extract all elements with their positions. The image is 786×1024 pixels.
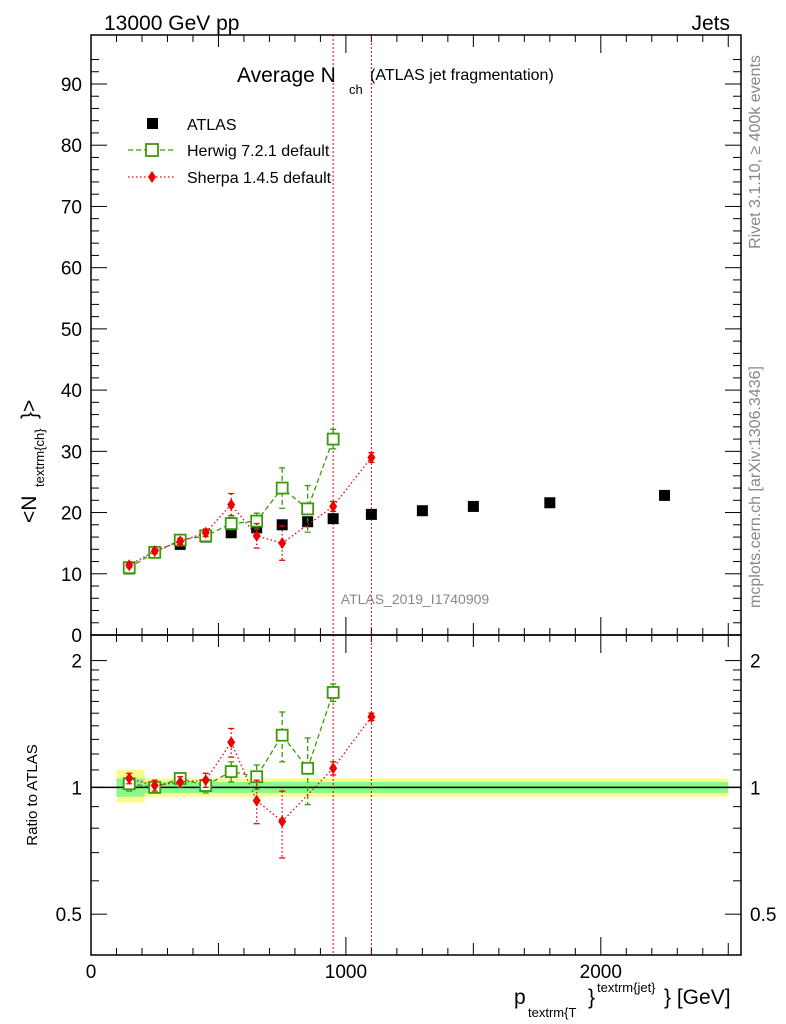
ratio-y-tick-label-right: 2 [750,652,761,673]
header-left: 13000 GeV pp [104,12,239,35]
sherpa-point [150,779,159,792]
sherpa-point [125,772,134,785]
sherpa-point [278,537,287,550]
y-tick-label: 10 [61,565,82,586]
main-series [122,428,671,575]
sherpa-point [329,762,338,775]
legend: ATLAS Herwig 7.2.1 default Sherpa 1.4.5 … [128,117,332,187]
ylabel-part-2: textrm{ch} [32,428,47,487]
herwig-point [250,770,264,784]
sherpa-point [252,794,261,807]
ratio-y-tick-label: 0.5 [56,905,82,926]
ratio-y-tick-label-right: 1 [750,778,761,799]
y-tick-label: 80 [61,136,82,157]
ratio-ylabel: Ratio to ATLAS [24,744,41,845]
vertical-markers [332,35,372,635]
ratio-panel: 0 1000 2000 0.5 0.5 1 1 2 2 Ratio to ATLAS p tex… [24,634,776,1020]
ratio-series [122,683,376,859]
herwig-point [301,761,315,775]
ratio-frame [90,634,742,956]
xlabel-part-4: textrm{jet} [597,980,656,995]
sherpa-line [129,716,372,823]
sherpa-point [176,775,185,788]
legend-label-atlas: ATLAS [187,117,237,134]
main-panel: 0 10 20 30 40 50 60 70 80 90 Average N ch (ATLAS … [18,34,742,647]
atlas-point [365,508,377,520]
title-sub: ch [349,82,363,97]
x-tick-label: 1000 [325,962,367,983]
xlabel-part-5: } [GeV] [664,986,731,1009]
ratio-y-tick-label: 2 [71,652,82,673]
y-tick-label: 0 [71,626,82,647]
mcplots-label: mcplots.cern.ch [arXiv:1306.3436] [747,366,764,608]
legend-marker-herwig [145,143,159,157]
sherpa-point [227,736,236,749]
sherpa-point [201,526,210,539]
ylabel-part-3: }> [18,400,41,419]
ratio-y-tick-label: 1 [71,778,82,799]
xlabel-part-3: } [588,986,595,1009]
ylabel-part-1: <N [18,496,41,523]
herwig-point [224,517,238,530]
herwig-point [224,765,238,779]
herwig-point [275,728,289,742]
sherpa-point [252,529,261,542]
sherpa-point [176,535,185,548]
watermark: ATLAS_2019_I1740909 [341,591,490,607]
rivet-label: Rivet 3.1.10, ≥ 400k events [747,55,764,249]
herwig-point [301,502,315,516]
atlas-point [467,500,479,512]
y-tick-label: 30 [61,442,82,463]
y-tick-label: 70 [61,197,82,218]
herwig-point [275,481,289,495]
xlabel-part-2: textrm{T [528,1005,576,1020]
atlas-point [416,505,428,517]
atlas-point [276,519,288,531]
sherpa-point [150,545,159,558]
xlabel: p textrm{T } textrm{jet} } [GeV] [514,980,731,1020]
sherpa-point [329,500,338,513]
x-tick-label: 2000 [580,962,622,983]
atlas-point [225,527,237,539]
sherpa-point [201,774,210,787]
title-paren: (ATLAS jet fragmentation) [370,67,554,84]
legend-marker-atlas [147,118,158,129]
herwig-point [250,514,264,528]
herwig-point [326,686,340,699]
main-ylabel: <N textrm{ch} }> [18,400,47,523]
legend-label-herwig: Herwig 7.2.1 default [187,143,330,160]
sherpa-point [227,498,236,511]
legend-label-sherpa: Sherpa 1.4.5 default [187,170,332,187]
y-tick-label: 90 [61,75,82,96]
atlas-point [327,513,339,525]
atlas-point [544,497,556,509]
xlabel-part-1: p [514,986,526,1009]
main-axis-ticks: 0 10 20 30 40 50 60 70 80 90 [61,35,741,647]
sherpa-point [367,451,376,464]
ratio-y-tick-label-right: 0.5 [750,905,776,926]
ratio-axis-ticks: 0 1000 2000 0.5 0.5 1 1 2 2 [56,635,776,983]
sherpa-point [125,559,134,572]
y-tick-label: 20 [61,504,82,525]
y-tick-label: 40 [61,381,82,402]
sherpa-point [367,710,376,723]
y-tick-label: 60 [61,259,82,280]
atlas-point [659,489,671,501]
sherpa-point [278,815,287,828]
herwig-point [326,432,340,446]
legend-marker-sherpa [148,171,156,183]
ratio-uncertainty-band [91,769,741,803]
header-right: Jets [691,12,730,35]
y-tick-label: 50 [61,320,82,341]
title-main: Average N [237,64,336,87]
x-tick-label: 0 [86,962,97,983]
